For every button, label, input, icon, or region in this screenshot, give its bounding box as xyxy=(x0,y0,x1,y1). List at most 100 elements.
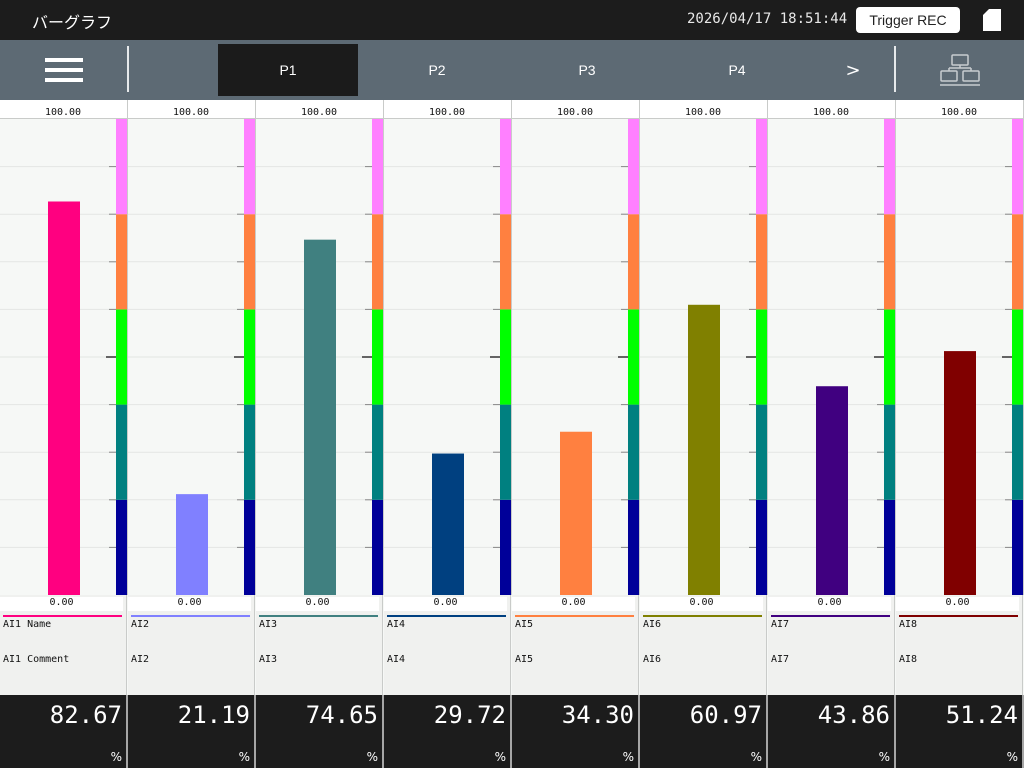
scale-min-label: 0.00 xyxy=(128,597,251,611)
alarm-band-segment xyxy=(1012,214,1024,310)
alarm-band-segment xyxy=(116,499,128,595)
alarm-band-segment xyxy=(884,119,896,215)
alarm-band-segment xyxy=(500,214,512,310)
channel-info[interactable]: 0.00 AI5 AI5 xyxy=(512,595,639,695)
tab-p2[interactable]: P2 xyxy=(428,62,446,78)
alarm-band-segment xyxy=(372,214,384,310)
alarm-band-segment xyxy=(1012,404,1024,500)
channel-value: 60.97 xyxy=(689,701,762,729)
scale-label-bg xyxy=(0,100,128,118)
nav-divider xyxy=(127,46,129,92)
alarm-band-segment xyxy=(1012,119,1024,215)
channel-info[interactable]: 0.00 AI1 Name AI1 Comment xyxy=(0,595,127,695)
scale-label-bg xyxy=(128,100,256,118)
scale-min-label: 0.00 xyxy=(512,597,635,611)
tab-p1[interactable]: P1 xyxy=(218,44,358,96)
channel-color-line xyxy=(3,615,122,617)
scale-max-label: 100.00 xyxy=(45,107,81,118)
tab-p3[interactable]: P3 xyxy=(578,62,596,78)
channel-value: 51.24 xyxy=(945,701,1018,729)
alarm-band-segment xyxy=(756,309,768,405)
channel-comment: AI3 xyxy=(259,654,278,665)
alarm-band-segment xyxy=(372,119,384,215)
channel-unit: % xyxy=(494,750,506,764)
scale-max-label: 100.00 xyxy=(301,107,337,118)
tab-p4[interactable]: P4 xyxy=(728,62,746,78)
scale-label-bg xyxy=(768,100,896,118)
scale-max-label: 100.00 xyxy=(685,107,721,118)
channel-value-row: 82.67% 21.19% 74.65% 29.72% 34.30% 60.97% 43.8… xyxy=(0,695,1024,768)
channel-name: AI1 Name xyxy=(3,619,52,630)
channel-name: AI5 xyxy=(515,619,534,630)
channel-bar xyxy=(944,351,976,595)
channel-info-pane: 0.00 AI1 Name AI1 Comment 0.00 AI2 AI2 0.00 AI3… xyxy=(0,595,1024,695)
alarm-band-segment xyxy=(756,404,768,500)
alarm-band-segment xyxy=(628,214,640,310)
channel-bar xyxy=(688,304,720,595)
file-icon[interactable] xyxy=(983,9,1001,31)
channel-bar xyxy=(304,239,336,595)
channel-value-box[interactable]: 82.67% xyxy=(0,695,126,768)
channel-info[interactable]: 0.00 AI3 AI3 xyxy=(256,595,383,695)
channel-color-line xyxy=(131,615,250,617)
alarm-band-segment xyxy=(628,404,640,500)
alarm-band-segment xyxy=(116,119,128,215)
scale-min-label: 0.00 xyxy=(256,597,379,611)
channel-info[interactable]: 0.00 AI4 AI4 xyxy=(384,595,511,695)
channel-bar xyxy=(432,453,464,595)
channel-value-box[interactable]: 60.97% xyxy=(640,695,766,768)
alarm-band-segment xyxy=(1012,499,1024,595)
channel-value: 43.86 xyxy=(817,701,890,729)
channel-comment: AI2 xyxy=(131,654,150,665)
channel-value: 82.67 xyxy=(49,701,122,729)
scale-max-label: 100.00 xyxy=(173,107,209,118)
channel-value-box[interactable]: 29.72% xyxy=(384,695,510,768)
channel-unit: % xyxy=(750,750,762,764)
channel-value-box[interactable]: 34.30% xyxy=(512,695,638,768)
hamburger-menu-icon[interactable] xyxy=(36,50,92,90)
alarm-band-segment xyxy=(500,499,512,595)
scale-label-bg xyxy=(512,100,640,118)
channel-value-box[interactable]: 43.86% xyxy=(768,695,894,768)
alarm-band-segment xyxy=(500,119,512,215)
alarm-band-segment xyxy=(244,119,256,215)
alarm-band-segment xyxy=(628,499,640,595)
network-icon[interactable] xyxy=(938,52,982,88)
app-title: バーグラフ xyxy=(32,13,113,32)
alarm-band-segment xyxy=(884,214,896,310)
channel-bar xyxy=(816,386,848,595)
scale-max-label: 100.00 xyxy=(941,107,977,118)
scale-label-bg xyxy=(640,100,768,118)
channel-info[interactable]: 0.00 AI8 AI8 xyxy=(896,595,1023,695)
channel-value: 21.19 xyxy=(177,701,250,729)
trigger-rec-button[interactable]: Trigger REC xyxy=(856,7,960,33)
channel-name: AI6 xyxy=(643,619,662,630)
channel-info[interactable]: 0.00 AI2 AI2 xyxy=(128,595,255,695)
channel-value-box[interactable]: 21.19% xyxy=(128,695,254,768)
bar-graph: 100.00 100.00 100.00 100.00 100.00 100.00 100.… xyxy=(0,100,1024,595)
alarm-band-segment xyxy=(756,499,768,595)
alarm-band-segment xyxy=(756,119,768,215)
channel-comment: AI5 xyxy=(515,654,534,665)
channel-bar xyxy=(560,431,592,595)
alarm-band-segment xyxy=(1012,309,1024,405)
channel-name: AI7 xyxy=(771,619,790,630)
alarm-band-segment xyxy=(116,404,128,500)
channel-unit: % xyxy=(238,750,250,764)
channel-comment: AI8 xyxy=(899,654,918,665)
alarm-band-segment xyxy=(244,214,256,310)
channel-comment: AI4 xyxy=(387,654,406,665)
channel-info[interactable]: 0.00 AI7 AI7 xyxy=(768,595,895,695)
alarm-band-segment xyxy=(628,309,640,405)
scale-min-label: 0.00 xyxy=(640,597,763,611)
channel-value: 29.72 xyxy=(433,701,506,729)
channel-value: 74.65 xyxy=(305,701,378,729)
channel-info[interactable]: 0.00 AI6 AI6 xyxy=(640,595,767,695)
channel-unit: % xyxy=(110,750,122,764)
scale-label-bg xyxy=(384,100,512,118)
next-page-button[interactable]: > xyxy=(845,59,861,81)
channel-value-box[interactable]: 51.24% xyxy=(896,695,1022,768)
channel-name: AI4 xyxy=(387,619,406,630)
channel-value: 34.30 xyxy=(561,701,634,729)
channel-value-box[interactable]: 74.65% xyxy=(256,695,382,768)
